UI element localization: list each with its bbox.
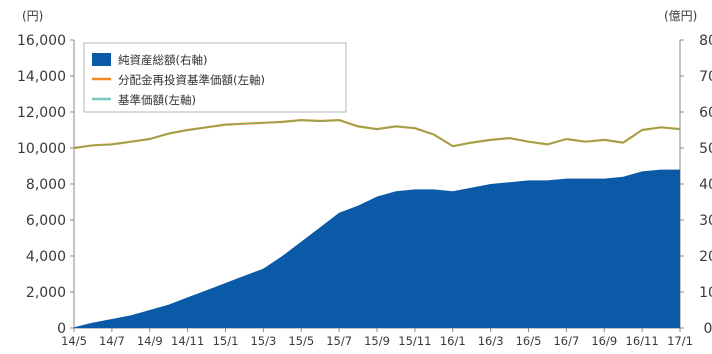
right-tick-label: 80 (699, 33, 712, 49)
x-tick-label: 16/3 (478, 334, 504, 348)
left-tick-label: 8,000 (26, 177, 66, 193)
left-axis-unit: (円) (22, 9, 43, 23)
legend-swatch-net-assets (92, 53, 111, 66)
right-tick-label: 10 (699, 285, 712, 301)
left-axis-ticks: 0 2,000 4,000 6,000 8,000 10,000 12,000 14,000 1… (17, 33, 74, 337)
right-tick-label: 50 (699, 141, 712, 157)
x-tick-label: 14/11 (171, 334, 204, 348)
x-axis-ticks: 14/5 14/7 14/9 14/11 15/1 15/3 15/5 15/7 15/9 15/… (61, 328, 693, 348)
x-tick-label: 16/11 (626, 334, 659, 348)
right-tick-label: 20 (699, 249, 712, 265)
right-tick-label: 60 (699, 105, 712, 121)
right-tick-label: 40 (699, 177, 712, 193)
x-tick-label: 14/9 (137, 334, 163, 348)
x-tick-label: 16/7 (553, 334, 579, 348)
x-tick-label: 16/9 (591, 334, 617, 348)
legend: 純資産総額(右軸) 分配金再投資基準価額(左軸) 基準価額(左軸) (83, 42, 347, 113)
x-tick-label: 15/1 (213, 334, 239, 348)
left-tick-label: 6,000 (26, 213, 66, 229)
left-tick-label: 10,000 (17, 141, 66, 157)
right-tick-label: 70 (699, 69, 712, 85)
x-tick-label: 17/1 (667, 334, 693, 348)
series-line-overlap (73, 119, 681, 149)
x-tick-label: 14/5 (61, 334, 87, 348)
series-area-0 (74, 169, 680, 328)
left-tick-label: 4,000 (26, 249, 66, 265)
legend-label-nav: 基準価額(左軸) (118, 93, 196, 107)
left-tick-label: 14,000 (17, 69, 66, 85)
plot-area (73, 118, 681, 328)
left-tick-label: 12,000 (17, 105, 66, 121)
legend-label-reinvested-nav: 分配金再投資基準価額(左軸) (118, 73, 265, 87)
left-tick-label: 16,000 (17, 33, 66, 49)
left-tick-label: 2,000 (26, 285, 66, 301)
x-tick-label: 15/5 (288, 334, 314, 348)
series-line-1 (73, 118, 681, 150)
legend-box (83, 42, 347, 113)
x-tick-label: 16/5 (516, 334, 542, 348)
legend-label-net-assets: 純資産総額(右軸) (118, 53, 207, 67)
x-tick-label: 15/7 (326, 334, 352, 348)
x-tick-label: 16/1 (440, 334, 466, 348)
right-axis-ticks: 0 10 20 30 40 50 60 70 80 (680, 33, 712, 337)
x-tick-label: 15/3 (250, 334, 276, 348)
left-tick-label: 0 (57, 321, 66, 337)
x-tick-label: 15/9 (364, 334, 390, 348)
right-tick-label: 30 (699, 213, 712, 229)
x-tick-label: 15/11 (398, 334, 431, 348)
x-tick-label: 14/7 (99, 334, 125, 348)
right-tick-label: 0 (704, 321, 712, 337)
right-axis-unit: (億円) (664, 9, 697, 23)
